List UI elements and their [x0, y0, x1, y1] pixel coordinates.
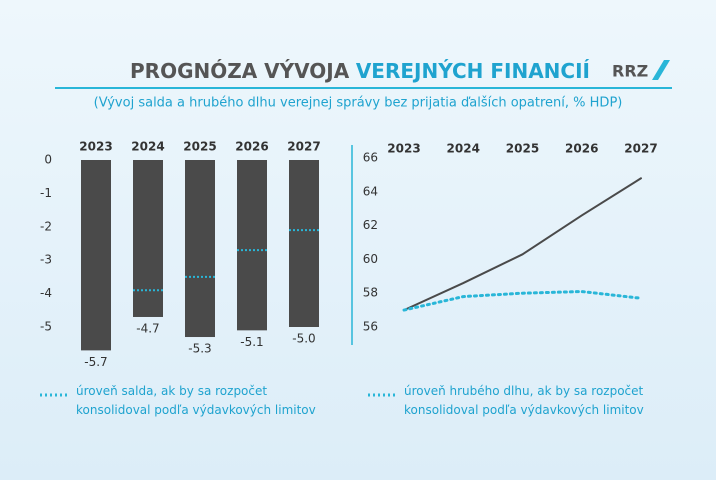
y-tick-label: 66	[363, 151, 378, 165]
x-tick-label: 2025	[183, 140, 216, 154]
x-tick-label: 2024	[131, 140, 164, 154]
y-tick-label: 56	[363, 320, 378, 334]
legend-label: úroveň hrubého dlhu, ak by sa rozpočet k…	[404, 384, 644, 417]
logo-mark	[652, 60, 670, 80]
value-label: -5.3	[188, 342, 211, 356]
bar	[133, 160, 163, 317]
value-label: -4.7	[136, 321, 159, 335]
y-tick-label: -2	[40, 219, 52, 233]
y-tick-label: -1	[40, 186, 52, 200]
y-tick-label: -4	[40, 286, 52, 300]
logo: RRZ	[612, 62, 648, 81]
dotted-line	[402, 290, 643, 312]
title-part: VEREJNÝCH FINANCIÍ	[356, 59, 590, 83]
x-tick-label: 2023	[79, 140, 112, 154]
y-tick-label: 0	[44, 153, 52, 167]
x-tick-label: 2026	[565, 142, 598, 156]
y-tick-label: 62	[363, 218, 378, 232]
bar	[289, 160, 319, 327]
bar	[237, 160, 267, 331]
y-tick-label: 58	[363, 286, 378, 300]
title-part: PROGNÓZA VÝVOJA	[130, 59, 350, 83]
subtitle: (Vývoj salda a hrubého dlhu verejnej spr…	[94, 96, 623, 111]
y-tick-label: -5	[40, 320, 52, 334]
bar	[185, 160, 215, 338]
y-tick-label: -3	[40, 253, 52, 267]
bar	[81, 160, 111, 351]
x-tick-label: 2027	[287, 140, 320, 154]
value-label: -5.1	[240, 335, 263, 349]
x-tick-label: 2025	[506, 142, 539, 156]
x-tick-label: 2026	[235, 140, 268, 154]
x-tick-label: 2024	[447, 142, 480, 156]
value-label: -5.0	[292, 332, 315, 346]
x-tick-label: 2027	[624, 142, 657, 156]
x-tick-label: 2023	[387, 142, 420, 156]
y-tick-label: 64	[363, 184, 378, 198]
legend-label: úroveň salda, ak by sa rozpočet konsolid…	[76, 384, 316, 417]
value-label: -5.7	[84, 355, 107, 369]
line	[403, 177, 642, 312]
y-tick-label: 60	[363, 252, 378, 266]
title: PROGNÓZA VÝVOJA VEREJNÝCH FINANCIÍ	[130, 59, 590, 83]
